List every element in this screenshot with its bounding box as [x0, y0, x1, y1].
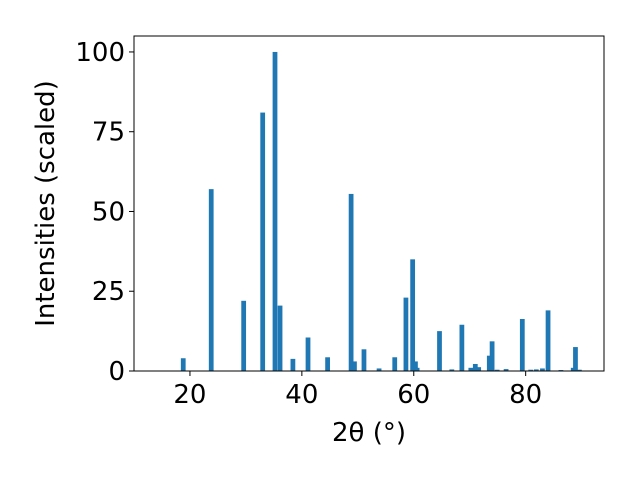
bar	[260, 112, 266, 371]
bar	[577, 369, 582, 371]
x-tick-label: 40	[285, 380, 318, 410]
bar	[437, 331, 442, 371]
bar	[180, 358, 186, 371]
bar	[540, 368, 545, 371]
bar	[410, 259, 416, 371]
bars-group	[180, 51, 582, 371]
bar	[325, 357, 330, 371]
bar	[413, 361, 418, 371]
bar	[459, 324, 465, 371]
bar	[476, 367, 482, 371]
bar	[277, 305, 283, 371]
bar	[376, 368, 382, 371]
bar	[489, 341, 495, 371]
x-tick-label: 60	[397, 380, 430, 410]
y-tick-label: 100	[75, 38, 125, 68]
bar	[545, 310, 551, 371]
bar	[348, 193, 354, 371]
y-tick-label: 0	[108, 357, 125, 387]
bar	[528, 369, 534, 371]
bar	[361, 349, 367, 371]
y-tick-label: 75	[92, 118, 125, 148]
y-tick-label: 25	[92, 277, 125, 307]
x-axis-ticks: 20 40 60 80	[173, 371, 542, 410]
x-tick-label: 80	[509, 380, 542, 410]
bar	[573, 347, 578, 371]
bar	[352, 361, 357, 371]
plot-frame	[133, 35, 605, 372]
bar	[472, 363, 478, 371]
bar	[533, 369, 539, 371]
x-tick-label: 20	[173, 380, 206, 410]
bar	[272, 51, 278, 371]
y-axis-ticks: 0 25 50 75 100	[75, 38, 134, 387]
bar	[486, 355, 492, 371]
y-axis-label: Intensities (scaled)	[31, 80, 61, 327]
bar	[241, 300, 247, 371]
bar	[392, 357, 398, 371]
bar	[468, 367, 474, 371]
bar	[208, 189, 214, 371]
bar	[290, 358, 296, 371]
x-axis-label: 2θ (°)	[332, 418, 406, 448]
bar	[503, 369, 509, 371]
bar	[494, 369, 500, 371]
bar	[414, 367, 420, 371]
bar	[305, 337, 311, 371]
y-tick-label: 50	[92, 197, 125, 227]
bar	[519, 319, 525, 371]
bar	[403, 297, 409, 371]
bar	[449, 369, 455, 371]
